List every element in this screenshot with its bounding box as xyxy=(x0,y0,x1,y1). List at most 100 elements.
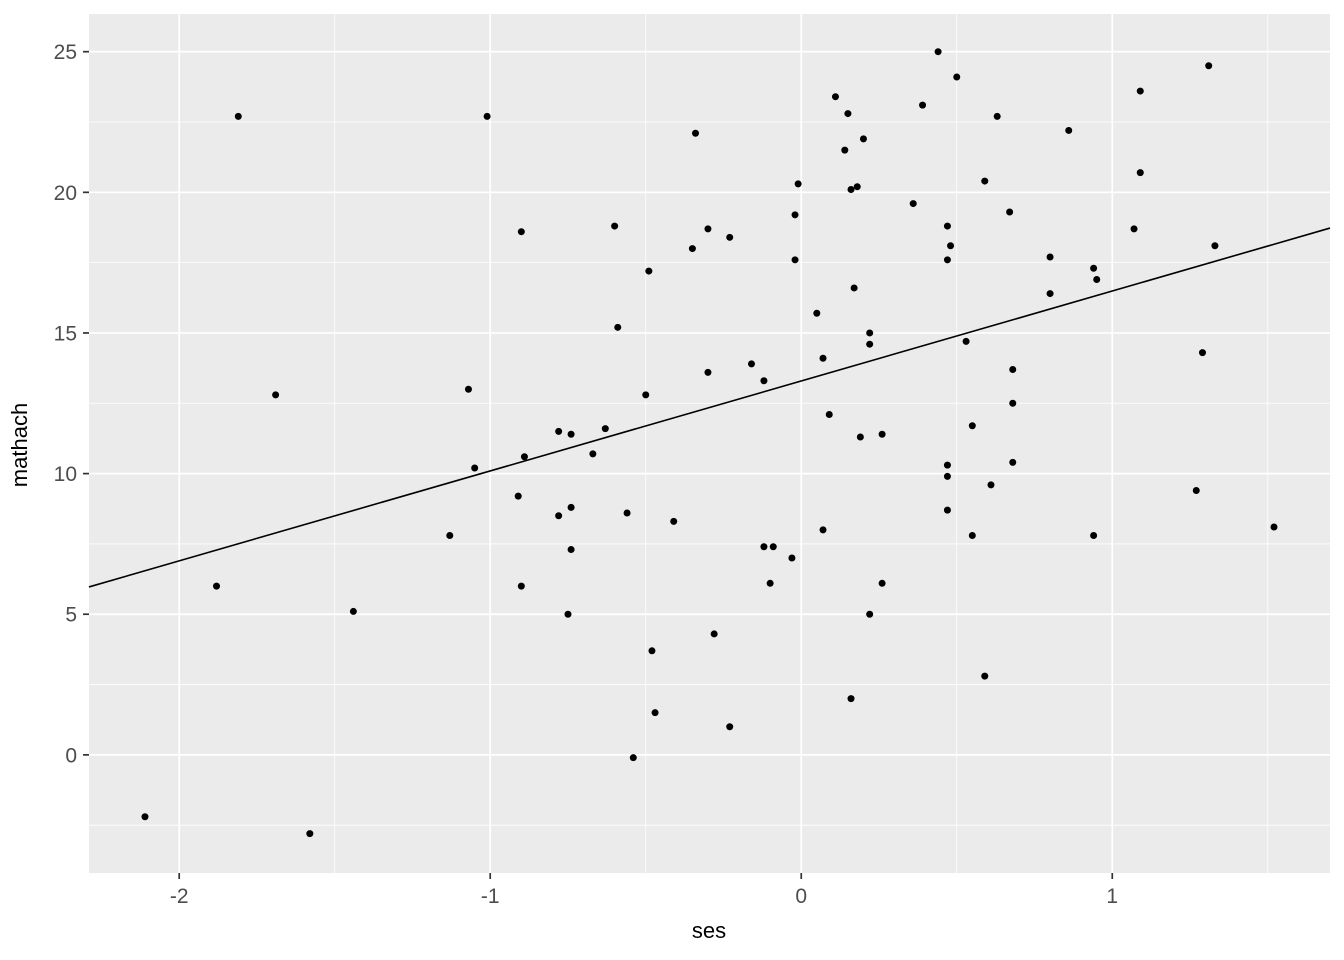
data-point xyxy=(629,754,637,762)
data-point xyxy=(943,506,951,514)
data-point xyxy=(794,180,802,188)
data-point xyxy=(464,385,472,393)
data-point xyxy=(962,337,970,345)
data-point xyxy=(1093,276,1101,284)
data-point xyxy=(825,411,833,419)
data-point xyxy=(704,225,712,233)
data-point xyxy=(688,245,696,253)
data-point xyxy=(471,464,479,472)
data-point xyxy=(555,512,563,520)
data-point xyxy=(611,222,619,230)
x-tick-label: 0 xyxy=(795,885,807,908)
data-point xyxy=(514,492,522,500)
data-point xyxy=(1090,264,1098,272)
data-point xyxy=(981,177,989,185)
data-point xyxy=(968,422,976,430)
data-point xyxy=(943,461,951,469)
data-point xyxy=(760,377,768,385)
data-point xyxy=(726,723,734,731)
data-point xyxy=(766,579,774,587)
data-point xyxy=(841,146,849,154)
data-point xyxy=(847,186,855,194)
data-point xyxy=(850,284,858,292)
data-point xyxy=(642,391,650,399)
data-point xyxy=(1090,531,1098,539)
x-axis-title: ses xyxy=(692,918,726,943)
data-point xyxy=(968,531,976,539)
y-axis-title: mathach xyxy=(7,403,32,487)
data-point xyxy=(234,112,242,120)
data-point xyxy=(813,309,821,317)
data-point xyxy=(213,582,221,590)
data-point xyxy=(878,579,886,587)
data-point xyxy=(844,110,852,118)
data-point xyxy=(943,256,951,264)
data-point xyxy=(726,233,734,241)
data-point xyxy=(866,329,874,337)
data-point xyxy=(651,709,659,717)
data-point xyxy=(1192,486,1200,494)
data-point xyxy=(589,450,597,458)
y-tick-label: 20 xyxy=(54,182,77,205)
data-point xyxy=(648,647,656,655)
y-tick-label: 10 xyxy=(54,463,77,486)
data-point xyxy=(1006,208,1014,216)
data-point xyxy=(788,554,796,562)
data-point xyxy=(1211,242,1219,250)
data-point xyxy=(704,368,712,376)
data-point xyxy=(993,112,1001,120)
data-point xyxy=(847,695,855,703)
data-point xyxy=(747,360,755,368)
data-point xyxy=(1046,290,1054,298)
data-point xyxy=(564,610,572,618)
data-point xyxy=(623,509,631,517)
data-point xyxy=(141,813,149,821)
data-point xyxy=(483,112,491,120)
data-point xyxy=(567,430,575,438)
data-point xyxy=(670,517,678,525)
y-tick-label: 25 xyxy=(54,41,77,64)
data-point xyxy=(1009,399,1017,407)
data-point xyxy=(1136,169,1144,177)
data-point xyxy=(853,183,861,191)
data-point xyxy=(517,228,525,236)
data-point xyxy=(866,340,874,348)
data-point xyxy=(272,391,280,399)
data-point xyxy=(987,481,995,489)
y-tick-label: 0 xyxy=(65,744,77,767)
data-point xyxy=(1009,366,1017,374)
data-point xyxy=(856,433,864,441)
data-point xyxy=(953,73,961,81)
data-point xyxy=(446,531,454,539)
data-point xyxy=(943,472,951,480)
data-point xyxy=(517,582,525,590)
data-point xyxy=(769,543,777,551)
data-point xyxy=(919,101,927,109)
data-point xyxy=(1046,253,1054,261)
data-point xyxy=(831,93,839,101)
data-point xyxy=(1270,523,1278,531)
data-point xyxy=(934,48,942,56)
data-point xyxy=(981,672,989,680)
data-point xyxy=(819,354,827,362)
data-point xyxy=(567,546,575,554)
data-point xyxy=(520,453,528,461)
y-tick-label: 15 xyxy=(54,322,77,345)
data-point xyxy=(943,222,951,230)
data-point xyxy=(1205,62,1213,70)
data-point xyxy=(567,503,575,511)
data-point xyxy=(909,200,917,208)
data-point xyxy=(1009,458,1017,466)
plot-panel xyxy=(89,14,1330,873)
data-point xyxy=(710,630,718,638)
data-point xyxy=(349,607,357,615)
data-point xyxy=(306,830,314,838)
data-point xyxy=(791,256,799,264)
data-point xyxy=(1065,126,1073,134)
data-point xyxy=(601,425,609,433)
data-point xyxy=(614,323,622,331)
data-point xyxy=(878,430,886,438)
x-tick-label: -2 xyxy=(170,885,189,908)
